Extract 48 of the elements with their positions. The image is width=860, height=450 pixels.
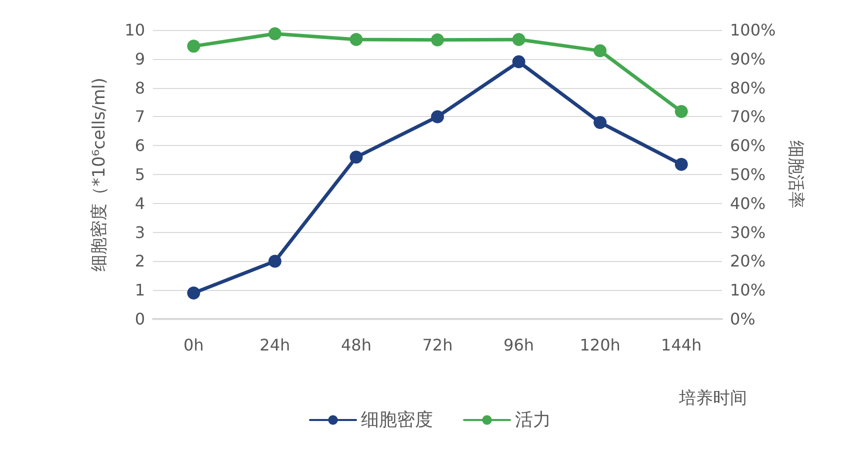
x-axis-title: 培养时间 xyxy=(678,388,747,408)
point xyxy=(187,40,200,53)
x-tick-label: 120h xyxy=(580,336,620,354)
point xyxy=(350,33,363,46)
y-tick-label: 3 xyxy=(134,222,145,242)
y-tick-label: 7 xyxy=(134,107,145,126)
y2-tick-label: 30% xyxy=(730,222,766,242)
y-tick-label: 1 xyxy=(134,280,145,300)
y-axis-title: 细胞密度（*10⁶cells/ml) xyxy=(90,78,110,272)
x-tick-label: 48h xyxy=(340,336,372,354)
y-tick-label: 2 xyxy=(134,252,145,271)
point xyxy=(512,33,526,46)
y2-tick-label: 100% xyxy=(730,20,776,40)
point xyxy=(512,55,526,68)
point xyxy=(187,286,200,300)
y2-axis-title: 细胞活率 xyxy=(786,140,806,208)
y2-tick-label: 20% xyxy=(730,252,766,271)
point xyxy=(674,158,688,171)
y-tick-label: 10 xyxy=(124,20,145,40)
point xyxy=(594,116,607,129)
point xyxy=(594,44,607,58)
y2-tick-label: 60% xyxy=(730,136,766,156)
point xyxy=(674,105,688,118)
y-tick-label: 5 xyxy=(134,165,145,184)
y2-tick-label: 80% xyxy=(730,78,766,98)
y2-tick-label: 40% xyxy=(730,194,766,213)
y-tick-label: 9 xyxy=(134,49,145,68)
y2-tick-label: 0% xyxy=(730,310,756,328)
x-tick-label: 72h xyxy=(422,336,453,354)
x-tick-label: 144h xyxy=(661,336,702,354)
legend-label: 活力 xyxy=(515,410,551,430)
point xyxy=(268,27,282,40)
y2-tick-label: 90% xyxy=(730,49,766,68)
y-tick-label: 4 xyxy=(134,194,145,213)
x-tick-label: 24h xyxy=(260,336,290,354)
x-tick-label: 0h xyxy=(183,336,204,354)
x-tick-label: 96h xyxy=(504,336,534,354)
y-tick-label: 0 xyxy=(134,310,145,328)
y-tick-label: 6 xyxy=(134,136,145,156)
y2-tick-label: 70% xyxy=(730,107,766,126)
y2-tick-label: 50% xyxy=(730,165,766,184)
y2-tick-label: 10% xyxy=(730,280,766,300)
point xyxy=(268,254,282,268)
point xyxy=(431,110,444,124)
y-tick-label: 8 xyxy=(134,78,145,98)
legend-label: 细胞密度 xyxy=(361,410,433,430)
point xyxy=(431,33,444,46)
point xyxy=(350,150,363,164)
